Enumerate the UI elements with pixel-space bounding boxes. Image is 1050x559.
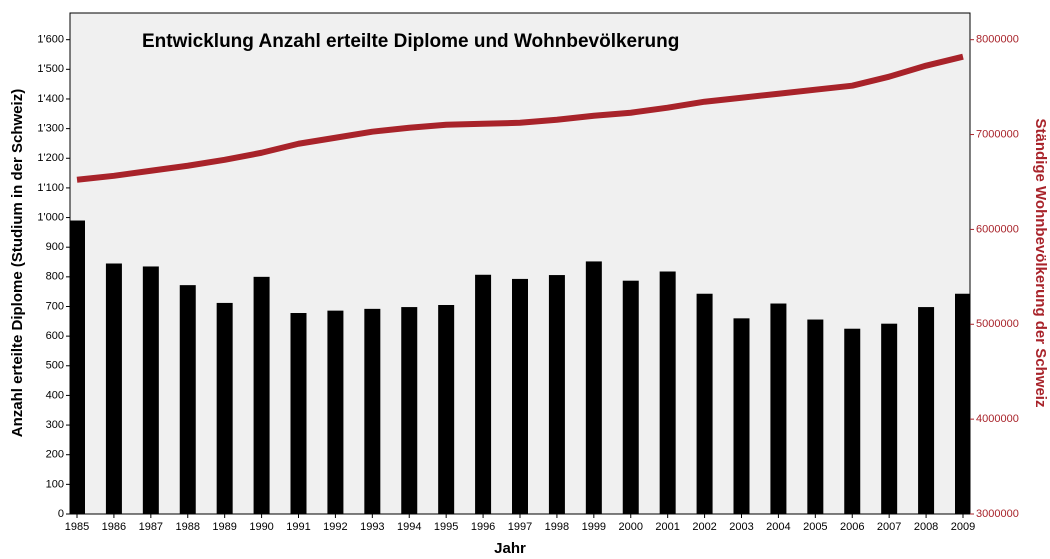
bar xyxy=(438,305,455,514)
y-tick-label: 500 xyxy=(46,360,64,372)
x-tick-label: 2009 xyxy=(951,521,975,533)
x-tick-label: 2008 xyxy=(914,521,938,533)
x-tick-label: 2000 xyxy=(619,521,643,533)
y2-tick-label: 7000000 xyxy=(976,128,1019,140)
y-tick-label: 400 xyxy=(46,389,64,401)
y-tick-label: 1'500 xyxy=(37,63,64,75)
y2-tick-label: 8000000 xyxy=(976,34,1019,46)
bar xyxy=(844,328,861,514)
x-tick-label: 1994 xyxy=(397,521,421,533)
bar xyxy=(881,323,898,514)
x-tick-label: 1998 xyxy=(545,521,569,533)
bar xyxy=(696,293,713,514)
y2-axis-title: Ständige Wohnbevölkerung der Schweiz xyxy=(1032,119,1049,408)
x-tick-label: 1988 xyxy=(176,521,200,533)
x-tick-label: 2003 xyxy=(729,521,753,533)
bar xyxy=(770,303,787,514)
x-tick-label: 1991 xyxy=(286,521,310,533)
x-tick-label: 2006 xyxy=(840,521,864,533)
bar xyxy=(585,261,602,514)
bar xyxy=(401,307,418,514)
x-tick-label: 1997 xyxy=(508,521,532,533)
x-tick-label: 2001 xyxy=(655,521,679,533)
x-tick-label: 1996 xyxy=(471,521,495,533)
x-tick-label: 2007 xyxy=(877,521,901,533)
bar xyxy=(622,280,639,514)
x-tick-label: 1999 xyxy=(582,521,606,533)
bar xyxy=(659,271,676,514)
y-tick-label: 800 xyxy=(46,271,64,283)
y-tick-label: 1'200 xyxy=(37,152,64,164)
bar xyxy=(327,310,344,514)
bar xyxy=(290,313,307,514)
bar xyxy=(216,302,233,514)
y-tick-label: 1'400 xyxy=(37,93,64,105)
bar xyxy=(179,285,196,514)
x-tick-label: 1985 xyxy=(65,521,89,533)
x-tick-label: 1995 xyxy=(434,521,458,533)
bar xyxy=(807,319,824,514)
y-tick-label: 900 xyxy=(46,241,64,253)
bar xyxy=(142,266,159,514)
y2-tick-label: 4000000 xyxy=(976,413,1019,425)
y-axis-title: Anzahl erteilte Diplome (Studium in der … xyxy=(9,89,26,437)
y-tick-label: 200 xyxy=(46,449,64,461)
x-tick-label: 2002 xyxy=(692,521,716,533)
bar xyxy=(475,274,492,514)
bar xyxy=(955,293,970,514)
x-tick-label: 2005 xyxy=(803,521,827,533)
y-tick-label: 0 xyxy=(58,508,64,520)
bar xyxy=(733,318,750,514)
bar xyxy=(364,308,381,514)
x-tick-label: 1993 xyxy=(360,521,384,533)
bar xyxy=(70,220,85,514)
x-tick-label: 1989 xyxy=(212,521,236,533)
x-axis-title: Jahr xyxy=(494,540,526,557)
bar xyxy=(512,278,528,514)
x-tick-label: 1986 xyxy=(102,521,126,533)
bar xyxy=(918,307,935,514)
y-tick-label: 100 xyxy=(46,478,64,490)
y-tick-label: 700 xyxy=(46,300,64,312)
x-tick-label: 1990 xyxy=(249,521,273,533)
chart-title: Entwicklung Anzahl erteilte Diplome und … xyxy=(142,31,679,52)
x-tick-label: 2004 xyxy=(766,521,790,533)
y2-tick-label: 5000000 xyxy=(976,318,1019,330)
y-tick-label: 1'300 xyxy=(37,123,64,135)
y-tick-label: 600 xyxy=(46,330,64,342)
bar xyxy=(548,275,565,514)
x-tick-label: 1992 xyxy=(323,521,347,533)
y-tick-label: 1'100 xyxy=(37,182,64,194)
x-tick-label: 1987 xyxy=(139,521,163,533)
y-tick-label: 1'000 xyxy=(37,211,64,223)
y-tick-label: 1'600 xyxy=(37,34,64,46)
y-tick-label: 300 xyxy=(46,419,64,431)
y2-tick-label: 3000000 xyxy=(976,508,1019,520)
bar xyxy=(105,263,122,514)
bar xyxy=(253,276,270,514)
y2-tick-label: 6000000 xyxy=(976,223,1019,235)
line xyxy=(76,53,964,183)
